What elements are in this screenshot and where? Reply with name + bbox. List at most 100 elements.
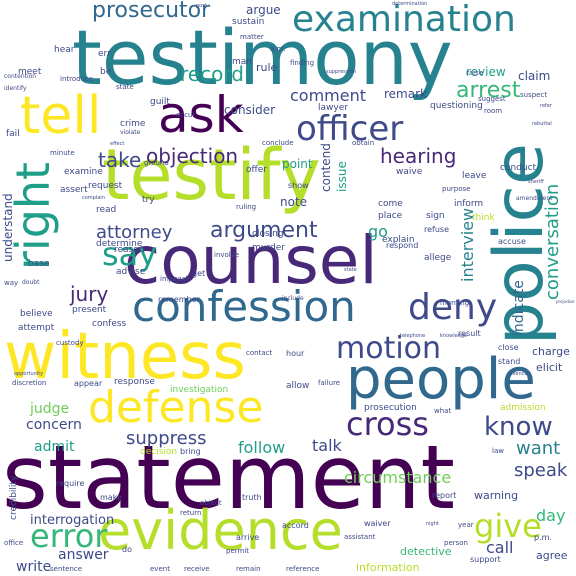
word-follow: follow: [238, 438, 286, 457]
word-purpose: purpose: [442, 185, 471, 193]
word-confession: confession: [132, 282, 356, 331]
word-object: object: [200, 499, 222, 507]
word-suppress: suppress: [126, 428, 207, 449]
word-decision: decision: [140, 447, 178, 457]
word-comment: comment: [290, 86, 367, 105]
word-people: people: [346, 347, 536, 412]
word-be: be: [100, 67, 112, 77]
word-raise: raise: [466, 69, 484, 77]
word-stand: stand: [498, 357, 521, 366]
word-sentence: sentence: [50, 565, 83, 573]
word-statement: statement: [2, 426, 456, 529]
word-waive: waive: [396, 167, 423, 177]
word-defense: defense: [88, 382, 264, 433]
word-custody: custody: [56, 339, 84, 347]
word-concern: concern: [26, 417, 82, 433]
word-remark: remark: [384, 87, 427, 101]
word-place: place: [378, 211, 403, 221]
word-do: do: [122, 545, 132, 554]
word-hear: hear: [54, 45, 75, 55]
word-think: think: [472, 213, 495, 223]
word-finding: finding: [290, 59, 315, 67]
word-agree: agree: [536, 549, 568, 562]
word-sheriff: sheriff: [528, 179, 544, 185]
word-warning: warning: [474, 489, 519, 502]
word-want: want: [516, 438, 561, 459]
word-testify: testify: [102, 134, 321, 216]
word-objection: objection: [146, 144, 239, 168]
word-request: request: [88, 181, 123, 191]
word-try: try: [142, 195, 155, 205]
word-result: result: [458, 329, 481, 338]
word-right: right: [6, 161, 60, 270]
word-allege: allege: [424, 253, 452, 263]
word-failure: failure: [318, 379, 341, 387]
word-attorney: attorney: [96, 222, 173, 243]
word-meet: meet: [18, 67, 42, 77]
word-closing: closing: [252, 229, 284, 239]
word-conclude: conclude: [262, 139, 294, 147]
word-make: make: [100, 493, 122, 502]
word-conduct: conduct: [500, 163, 537, 173]
word-accuse: accuse: [498, 237, 526, 246]
word-opportunity: opportunity: [14, 371, 44, 377]
word-write: write: [16, 559, 52, 575]
word-say: say: [102, 235, 158, 273]
word-lawyer: lawyer: [318, 103, 348, 113]
word-require: require: [56, 479, 85, 488]
word-questioning: questioning: [430, 101, 483, 111]
word-admission: admission: [500, 403, 546, 413]
word-issue: issue: [335, 161, 349, 192]
word-prosecution: prosecution: [364, 403, 417, 413]
word-counsel: counsel: [124, 222, 378, 299]
word-state-2: state: [344, 267, 357, 273]
word-day: day: [536, 506, 566, 525]
word-cross: cross: [346, 405, 429, 443]
word-determination: determination: [392, 1, 428, 7]
word-circumstance: circumstance: [344, 468, 452, 487]
word-effect: effect: [110, 141, 125, 147]
word-read: read: [96, 205, 117, 215]
word-office: office: [4, 539, 24, 547]
word-complain: complain: [82, 195, 105, 201]
word-witness: witness: [4, 320, 246, 394]
word-come: come: [378, 199, 403, 209]
word-person: person: [444, 539, 468, 547]
word-reason: reason: [114, 245, 145, 255]
word-waiver: waiver: [364, 519, 391, 528]
word-respond: respond: [386, 241, 419, 250]
word-determine: determine: [96, 239, 143, 249]
word-examination: examination: [292, 0, 516, 40]
word-rule: rule: [256, 61, 278, 74]
word-err: err: [98, 49, 111, 59]
word-support: support: [470, 555, 501, 564]
word-reference: reference: [286, 565, 320, 573]
word-believe: believe: [20, 309, 53, 319]
word-accord: accord: [282, 521, 309, 530]
word-knowledge: knowledge: [440, 333, 468, 339]
word-silence: silence: [510, 371, 528, 377]
word-arrest: arrest: [456, 78, 521, 103]
word-give: give: [474, 507, 542, 545]
word-report: report: [432, 491, 457, 500]
word-take: take: [98, 148, 142, 172]
word-argue: argue: [246, 3, 281, 17]
word-get: get: [192, 269, 206, 278]
word-ground: ground: [144, 159, 169, 167]
word-refer: refer: [540, 103, 552, 109]
word-offer: offer: [246, 165, 267, 175]
word-interrogation: interrogation: [30, 513, 115, 528]
word-contend: contend: [319, 143, 333, 192]
word-return: return: [180, 509, 202, 517]
word-record: record: [180, 62, 244, 86]
word-contention: contention: [4, 73, 37, 80]
word-doubt: doubt: [22, 279, 40, 286]
word-way: way: [4, 279, 19, 287]
word-investigation: investigation: [170, 385, 229, 395]
word-morning: morning: [440, 299, 470, 307]
word-truth: truth: [242, 493, 262, 502]
word-allow: allow: [286, 381, 310, 391]
word-introduce: introduce: [60, 75, 94, 83]
word-involve: involve: [214, 251, 240, 259]
